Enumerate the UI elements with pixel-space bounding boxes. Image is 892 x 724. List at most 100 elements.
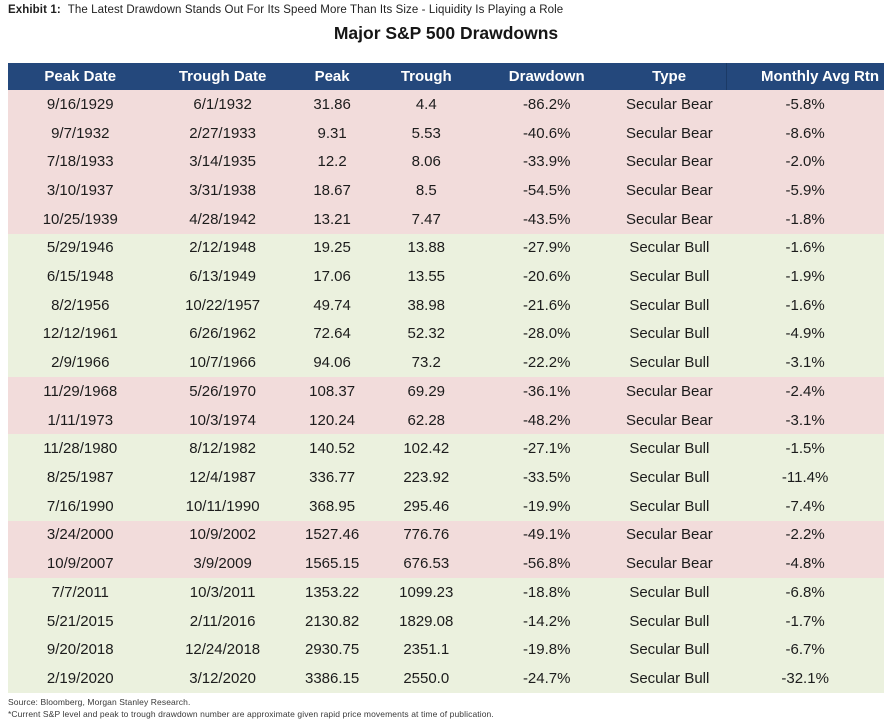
cell-drawdown: -19.9%: [481, 491, 613, 521]
cell-drawdown: -19.8%: [481, 635, 613, 665]
cell-peak: 31.86: [292, 90, 372, 119]
cell-monthly-avg-rtn: -4.9%: [726, 319, 884, 349]
cell-trough: 62.28: [371, 405, 482, 435]
table-row: 11/28/1980 8/12/1982 140.52 102.42 -27.1% Sec…: [8, 434, 884, 464]
cell-trough-date: 2/11/2016: [152, 606, 293, 636]
column-header-monthly-avg-rtn: Monthly Avg Rtn: [725, 63, 884, 90]
cell-trough-date: 3/14/1935: [152, 147, 293, 177]
cell-monthly-avg-rtn: -5.8%: [726, 90, 884, 119]
table-title: Major S&P 500 Drawdowns: [333, 23, 559, 43]
cell-type: Secular Bear: [612, 90, 727, 119]
column-header-drawdown: Drawdown: [481, 63, 613, 90]
cell-drawdown: -49.1%: [481, 520, 613, 550]
cell-peak: 17.06: [292, 262, 372, 291]
column-header-trough: Trough: [371, 63, 482, 90]
table-row: 7/18/1933 3/14/1935 12.2 8.06 -33.9% Secular …: [8, 147, 884, 177]
cell-trough-date: 2/12/1948: [152, 233, 293, 263]
cell-monthly-avg-rtn: -6.7%: [726, 635, 884, 665]
cell-peak-date: 2/9/1966: [8, 348, 153, 378]
cell-peak-date: 9/20/2018: [8, 635, 153, 665]
cell-drawdown: -27.1%: [481, 434, 613, 464]
cell-trough: 38.98: [371, 290, 482, 320]
cell-trough: 2550.0: [371, 664, 482, 693]
footer: Source: Bloomberg, Morgan Stanley Resear…: [8, 696, 494, 720]
cell-peak: 108.37: [292, 377, 372, 406]
cell-trough: 8.06: [371, 147, 482, 177]
cell-type: Secular Bull: [612, 262, 727, 291]
cell-drawdown: -56.8%: [481, 549, 613, 578]
cell-peak: 120.24: [292, 405, 372, 435]
cell-type: Secular Bull: [612, 463, 727, 492]
cell-trough-date: 10/3/2011: [152, 577, 293, 607]
cell-peak: 2930.75: [292, 635, 372, 665]
cell-trough-date: 10/11/1990: [152, 491, 293, 521]
cell-drawdown: -22.2%: [481, 348, 613, 378]
cell-trough: 13.55: [371, 262, 482, 291]
cell-trough-date: 6/1/1932: [152, 90, 293, 119]
table-row: 10/9/2007 3/9/2009 1565.15 676.53 -56.8% Secu…: [8, 549, 884, 578]
cell-trough-date: 10/7/1966: [152, 348, 293, 378]
cell-monthly-avg-rtn: -4.8%: [726, 549, 884, 578]
cell-type: Secular Bull: [612, 664, 727, 693]
source-note: Source: Bloomberg, Morgan Stanley Resear…: [8, 697, 191, 707]
cell-drawdown: -48.2%: [481, 405, 613, 435]
table-row: 5/21/2015 2/11/2016 2130.82 1829.08 -14.2% Se…: [8, 606, 884, 636]
cell-peak: 1353.22: [292, 577, 372, 607]
cell-type: Secular Bull: [612, 434, 727, 464]
cell-peak: 12.2: [292, 147, 372, 177]
cell-peak-date: 11/28/1980: [8, 434, 153, 464]
cell-peak-date: 11/29/1968: [8, 377, 153, 406]
cell-monthly-avg-rtn: -5.9%: [726, 176, 884, 205]
cell-monthly-avg-rtn: -3.1%: [726, 348, 884, 378]
cell-trough: 102.42: [371, 434, 482, 464]
cell-type: Secular Bear: [612, 176, 727, 205]
cell-peak-date: 5/29/1946: [8, 233, 153, 263]
column-header-peak: Peak: [292, 63, 372, 90]
cell-trough: 69.29: [371, 377, 482, 406]
cell-trough: 2351.1: [371, 635, 482, 665]
cell-trough-date: 8/12/1982: [152, 434, 293, 464]
table-row: 2/19/2020 3/12/2020 3386.15 2550.0 -24.7% Sec…: [8, 664, 884, 693]
cell-peak-date: 2/19/2020: [8, 664, 153, 693]
cell-peak-date: 6/15/1948: [8, 262, 153, 291]
cell-type: Secular Bull: [612, 491, 727, 521]
cell-monthly-avg-rtn: -7.4%: [726, 491, 884, 521]
cell-trough-date: 10/3/1974: [152, 405, 293, 435]
cell-monthly-avg-rtn: -1.6%: [726, 290, 884, 320]
cell-drawdown: -21.6%: [481, 290, 613, 320]
cell-peak-date: 10/9/2007: [8, 549, 153, 578]
cell-peak: 49.74: [292, 290, 372, 320]
cell-trough-date: 2/27/1933: [152, 118, 293, 148]
cell-drawdown: -36.1%: [481, 377, 613, 406]
cell-monthly-avg-rtn: -11.4%: [726, 463, 884, 492]
cell-type: Secular Bear: [612, 147, 727, 177]
cell-peak-date: 7/7/2011: [8, 577, 153, 607]
cell-type: Secular Bear: [612, 405, 727, 435]
cell-peak: 18.67: [292, 176, 372, 205]
table-row: 10/25/1939 4/28/1942 13.21 7.47 -43.5% Secula…: [8, 204, 884, 234]
cell-monthly-avg-rtn: -6.8%: [726, 577, 884, 607]
cell-trough: 1099.23: [371, 577, 482, 607]
exhibit-caption-text: The Latest Drawdown Stands Out For Its S…: [67, 4, 564, 16]
cell-drawdown: -33.9%: [481, 147, 613, 177]
cell-monthly-avg-rtn: -1.7%: [726, 606, 884, 636]
cell-type: Secular Bull: [612, 233, 727, 263]
cell-trough: 7.47: [371, 204, 482, 234]
table-row: 3/24/2000 10/9/2002 1527.46 776.76 -49.1% Sec…: [8, 520, 884, 550]
cell-trough: 8.5: [371, 176, 482, 205]
cell-trough: 52.32: [371, 319, 482, 349]
cell-peak: 19.25: [292, 233, 372, 263]
cell-trough: 73.2: [371, 348, 482, 378]
table-row: 5/29/1946 2/12/1948 19.25 13.88 -27.9% Secula…: [8, 233, 884, 263]
table-row: 8/2/1956 10/22/1957 49.74 38.98 -21.6% Secula…: [8, 290, 884, 320]
table-row: 3/10/1937 3/31/1938 18.67 8.5 -54.5% Secular …: [8, 176, 884, 205]
table-body: 9/16/1929 6/1/1932 31.86 4.4 -86.2% Secular B…: [8, 90, 884, 693]
cell-peak: 3386.15: [292, 664, 372, 693]
cell-type: Secular Bull: [612, 319, 727, 349]
cell-trough: 13.88: [371, 233, 482, 263]
cell-trough: 1829.08: [371, 606, 482, 636]
table-row: 7/7/2011 10/3/2011 1353.22 1099.23 -18.8% Sec…: [8, 577, 884, 607]
cell-peak-date: 3/10/1937: [8, 176, 153, 205]
cell-trough: 295.46: [371, 491, 482, 521]
